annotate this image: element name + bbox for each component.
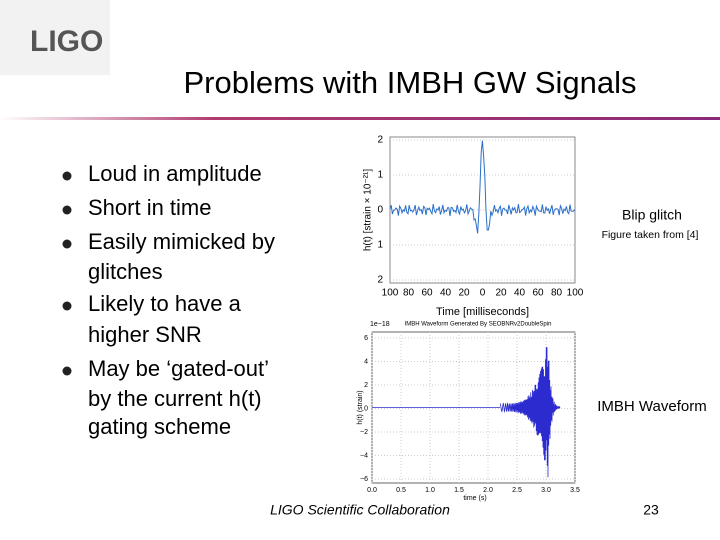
y-tick-label: 2 [377,275,383,286]
x-axis-label: time (s) [463,495,486,502]
y-tick-label: 0 [364,405,368,412]
bullet-list: Loud in amplitude Short in time Easily mim… [62,161,275,439]
x-tick-label: 20 [495,288,507,299]
figure-blip: 2 1 0 1 2 100 80 60 40 20 0 20 40 60 80 100 Time [millis… [363,135,584,318]
y-tick-label: 2 [364,382,368,389]
x-tick-label: 0.5 [396,487,406,494]
y-tick-label: 4 [364,358,368,365]
y-tick-label: 1 [377,240,383,251]
x-tick-label: 80 [403,288,415,299]
bullet-text: Easily mimicked by glitches [88,229,275,284]
bullet-line: Easily mimicked by [88,229,275,254]
x-tick-label: 2.0 [483,487,493,494]
bullet-dot [62,239,72,249]
bullet-dot [62,366,72,376]
bullet-line: gating scheme [88,414,231,439]
page-number: 23 [643,502,659,518]
logo-backdrop [0,0,110,75]
bullet-line: Short in time [88,195,212,220]
bullet-line: May be ‘gated-out’ [88,356,269,381]
bullet-text: Likely to have a higher SNR [88,291,242,347]
waveform [389,140,576,234]
y-tick-label: 1 [377,170,383,181]
scale-note: 1e−18 [370,321,390,328]
x-tick-label: 100 [382,288,399,299]
bullet-line: by the current h(t) [88,386,262,411]
x-tick-label: 100 [567,288,584,299]
bullet-text: Short in time [88,195,212,220]
bullet-dot [62,205,72,215]
x-tick-label: 2.5 [512,487,522,494]
bullet-line: glitches [88,259,163,284]
x-tick-label: 1.0 [425,487,435,494]
source-note: Figure taken from [4] [602,229,699,241]
y-tick-label: 0 [377,205,383,216]
y-axis-label: h(t) [strain × 10⁻²¹] [363,169,374,251]
bullet-dot [62,171,72,181]
x-tick-label: 3.0 [541,487,551,494]
bullet-dot [62,301,72,311]
bullet-line: Loud in amplitude [88,161,262,186]
logo: LIGO [30,25,103,58]
y-tick-label: 2 [377,135,383,146]
x-tick-label: 60 [421,288,433,299]
x-tick-label: 0.0 [367,487,377,494]
title: Problems with IMBH GW Signals [183,65,636,100]
figure-imbh: IMBH Waveform Generated By SEOBNRv2Doubl… [357,321,580,502]
bullet-text: Loud in amplitude [88,161,262,186]
x-tick-label: 60 [532,288,544,299]
bullet-line: higher SNR [88,322,202,347]
plot-title: IMBH Waveform Generated By SEOBNRv2Doubl… [405,322,552,328]
caption: Blip glitch [622,207,682,223]
x-tick-label: 1.5 [454,487,464,494]
x-tick-label: 0 [480,288,486,299]
caption: IMBH Waveform [597,398,706,415]
title-rule [0,117,720,120]
y-tick-label: −4 [360,452,368,459]
x-tick-label: 80 [551,288,563,299]
waveform [499,347,561,478]
x-axis-label: Time [milliseconds] [436,306,529,318]
x-tick-label: 40 [514,288,526,299]
bullet-line: Likely to have a [88,291,242,316]
y-tick-label: 6 [364,335,368,342]
x-tick-label: 3.5 [570,487,580,494]
footer-text: LIGO Scientific Collaboration [270,502,450,518]
bullet-text: May be ‘gated-out’ by the current h(t) gat… [88,356,269,439]
x-tick-label: 40 [440,288,452,299]
y-axis-label: h(t) (strain) [357,390,364,424]
y-tick-label: −6 [360,476,368,483]
y-tick-label: −2 [360,429,368,436]
x-tick-label: 20 [458,288,470,299]
